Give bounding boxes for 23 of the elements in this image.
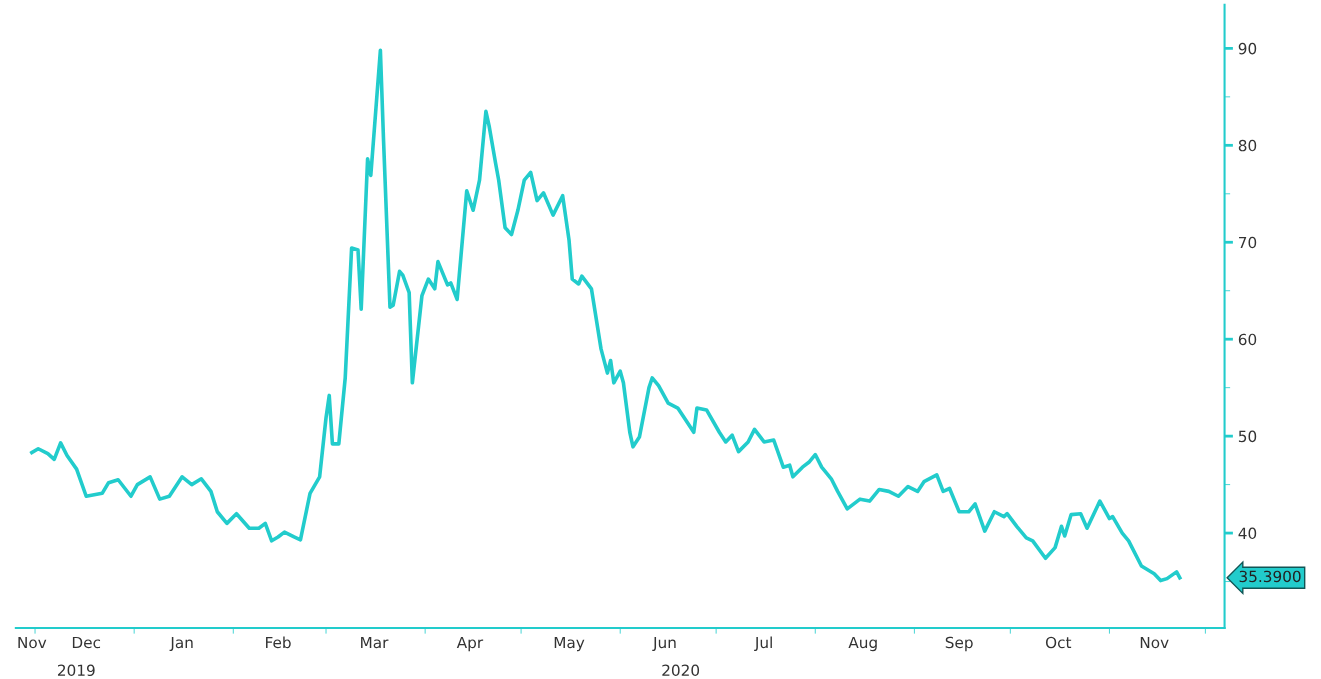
text: 2019 (57, 664, 95, 677)
y-tick-label: 90 (1238, 42, 1257, 55)
line-series (30, 48, 1182, 583)
y-tick-label: 40 (1238, 527, 1257, 540)
y-tick-label: 60 (1238, 333, 1257, 346)
x-tick-label: Sep (945, 636, 973, 652)
x-tick-label: Feb (266, 636, 291, 649)
text: 35.3900 (1239, 570, 1301, 583)
text: 2020 (662, 664, 700, 677)
x-tick-label: Jul (754, 636, 772, 652)
x-tick-label: Dec (72, 636, 101, 649)
x-tick-label: Nov (18, 636, 47, 649)
x-tick-label: Apr (456, 636, 484, 652)
x-tick-label: Jun (652, 636, 676, 652)
x-tick-label: Mar (361, 636, 389, 649)
x-tick-label: Jan (169, 636, 193, 652)
x-tick-label: Aug (848, 636, 877, 652)
x-tick-label: Nov (1140, 636, 1169, 649)
y-tick-label: 50 (1238, 430, 1257, 443)
y-tick-label: 70 (1239, 236, 1257, 249)
y-tick-label: 80 (1238, 139, 1257, 152)
x-tick-label: Oct (1045, 636, 1072, 649)
x-tick-label: May (554, 636, 585, 652)
